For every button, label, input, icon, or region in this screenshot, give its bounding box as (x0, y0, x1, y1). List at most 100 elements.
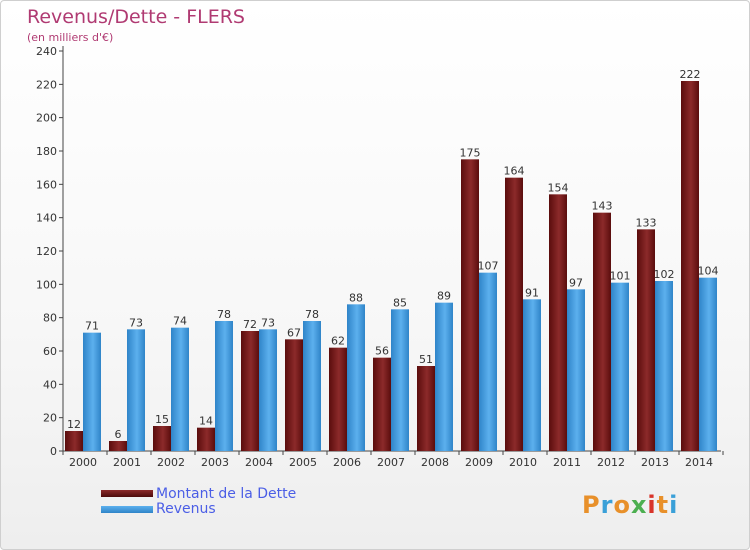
y-tick-label: 20 (43, 412, 57, 425)
bar-revenue (127, 329, 145, 451)
logo-letter: i (669, 491, 679, 519)
data-label-revenue: 102 (654, 268, 675, 281)
data-label-debt: 51 (419, 353, 433, 366)
data-label-revenue: 89 (437, 290, 451, 303)
bar-revenue (435, 302, 453, 451)
bar-debt (593, 212, 611, 451)
bar-revenue (655, 281, 673, 451)
bar-revenue (611, 282, 629, 451)
data-label-debt: 12 (67, 418, 81, 431)
x-tick-label: 2009 (465, 456, 493, 469)
x-tick-label: 2000 (69, 456, 97, 469)
data-label-revenue: 71 (85, 320, 99, 333)
bar-debt (241, 331, 259, 451)
logo-letter: P (582, 491, 601, 519)
bar-debt (153, 426, 171, 451)
data-label-debt: 56 (375, 345, 389, 358)
data-label-debt: 154 (548, 181, 569, 194)
data-label-debt: 15 (155, 413, 169, 426)
bar-revenue (259, 329, 277, 451)
data-label-debt: 164 (504, 165, 525, 178)
bar-debt (549, 194, 567, 452)
logo-letter: o (613, 491, 631, 519)
data-label-debt: 67 (287, 326, 301, 339)
bar-revenue (83, 332, 101, 451)
bar-revenue (567, 289, 585, 451)
data-label-revenue: 107 (478, 260, 499, 273)
x-tick-label: 2013 (641, 456, 669, 469)
data-label-debt: 62 (331, 335, 345, 348)
x-tick-label: 2001 (113, 456, 141, 469)
data-label-debt: 143 (592, 200, 613, 213)
y-tick-label: 220 (36, 78, 57, 91)
y-tick-label: 80 (43, 312, 57, 325)
bar-revenue (479, 272, 497, 451)
x-tick-label: 2014 (685, 456, 713, 469)
data-label-debt: 175 (460, 146, 481, 159)
data-label-revenue: 88 (349, 291, 363, 304)
logo-letter: t (656, 491, 670, 519)
y-tick-label: 40 (43, 378, 57, 391)
data-label-debt: 133 (636, 216, 657, 229)
data-label-revenue: 74 (173, 315, 187, 328)
bar-debt (461, 159, 479, 452)
x-tick-label: 2008 (421, 456, 449, 469)
x-tick-label: 2011 (553, 456, 581, 469)
x-tick-label: 2006 (333, 456, 361, 469)
proxiti-logo: Proxiti (582, 491, 678, 519)
x-tick-label: 2004 (245, 456, 273, 469)
x-tick-label: 2005 (289, 456, 317, 469)
bar-debt (109, 441, 127, 451)
logo-letter: i (647, 491, 657, 519)
data-label-revenue: 101 (610, 270, 631, 283)
y-tick-label: 100 (36, 278, 57, 291)
bar-revenue (391, 309, 409, 451)
bar-revenue (215, 321, 233, 451)
data-label-revenue: 73 (129, 316, 143, 329)
y-tick-label: 240 (36, 45, 57, 58)
y-tick-label: 200 (36, 112, 57, 125)
x-tick-label: 2010 (509, 456, 537, 469)
y-tick-label: 120 (36, 245, 57, 258)
legend-swatch-revenue (101, 506, 153, 513)
data-label-revenue: 91 (525, 286, 539, 299)
y-tick-label: 160 (36, 178, 57, 191)
x-tick-label: 2003 (201, 456, 229, 469)
legend-label-debt: Montant de la Dette (156, 486, 297, 502)
data-label-revenue: 78 (305, 308, 319, 321)
bar-revenue (699, 277, 717, 451)
bar-revenue (303, 321, 321, 451)
data-label-revenue: 73 (261, 316, 275, 329)
data-label-revenue: 85 (393, 296, 407, 309)
x-tick-label: 2007 (377, 456, 405, 469)
bar-debt (681, 81, 699, 451)
data-label-debt: 6 (115, 428, 122, 441)
x-tick-label: 2012 (597, 456, 625, 469)
bar-debt (329, 347, 347, 451)
data-label-revenue: 97 (569, 276, 583, 289)
bar-revenue (523, 299, 541, 451)
bar-debt (417, 366, 435, 451)
logo-letter: x (630, 491, 648, 519)
logo-letter: r (600, 491, 614, 519)
legend-swatch-debt (101, 490, 153, 497)
data-label-revenue: 104 (698, 265, 719, 278)
data-label-debt: 14 (199, 415, 213, 428)
y-tick-label: 180 (36, 145, 57, 158)
x-tick-label: 2002 (157, 456, 185, 469)
chart-subtitle: (en milliers d'€) (27, 31, 114, 44)
bar-debt (373, 357, 391, 451)
bar-revenue (347, 304, 365, 451)
chart-title: Revenus/Dette - FLERS (27, 6, 245, 28)
y-tick-label: 0 (50, 445, 57, 458)
bar-debt (65, 431, 83, 451)
bar-debt (637, 229, 655, 451)
legend-label-revenue: Revenus (156, 501, 216, 517)
data-label-revenue: 78 (217, 308, 231, 321)
data-label-debt: 72 (243, 318, 257, 331)
y-tick-label: 60 (43, 345, 57, 358)
y-tick-label: 140 (36, 212, 57, 225)
bar-debt (505, 177, 523, 451)
